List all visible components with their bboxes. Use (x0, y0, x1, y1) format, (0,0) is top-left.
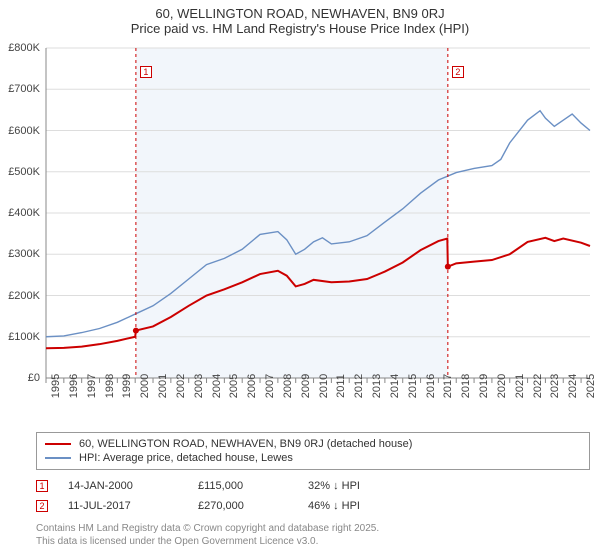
sale-row-marker: 2 (36, 500, 48, 512)
xtick-label: 2004 (211, 374, 223, 398)
chart-container: 60, WELLINGTON ROAD, NEWHAVEN, BN9 0RJ P… (0, 0, 600, 560)
xtick-label: 2019 (478, 374, 490, 398)
xtick-label: 2005 (228, 374, 240, 398)
xtick-label: 2025 (585, 374, 597, 398)
sale-rows: 1 14-JAN-2000 £115,000 32% ↓ HPI 2 11-JUL-201… (36, 476, 590, 516)
footer-line2: This data is licensed under the Open Gov… (36, 535, 590, 548)
xtick-label: 2017 (442, 374, 454, 398)
xtick-label: 2001 (157, 374, 169, 398)
sale-row: 2 11-JUL-2017 £270,000 46% ↓ HPI (36, 496, 590, 516)
ytick-label: £400K (0, 207, 40, 219)
xtick-label: 2021 (514, 374, 526, 398)
sale-marker-1: 1 (140, 66, 152, 78)
sale-date: 11-JUL-2017 (68, 500, 178, 512)
xtick-label: 2022 (532, 374, 544, 398)
legend-row: HPI: Average price, detached house, Lewe… (45, 451, 581, 465)
title-line2: Price paid vs. HM Land Registry's House … (0, 21, 600, 36)
xtick-label: 2009 (300, 374, 312, 398)
legend-row: 60, WELLINGTON ROAD, NEWHAVEN, BN9 0RJ (… (45, 437, 581, 451)
xtick-label: 2003 (193, 374, 205, 398)
legend-label: HPI: Average price, detached house, Lewe… (79, 452, 293, 464)
xtick-label: 1998 (104, 374, 116, 398)
xtick-label: 2000 (139, 374, 151, 398)
sale-pct: 32% ↓ HPI (308, 480, 418, 492)
xtick-label: 2018 (460, 374, 472, 398)
xtick-label: 2023 (549, 374, 561, 398)
footer-text: Contains HM Land Registry data © Crown c… (36, 522, 590, 548)
sale-marker-2: 2 (452, 66, 464, 78)
xtick-label: 2016 (425, 374, 437, 398)
chart-area: £0 £100K £200K £300K £400K £500K £600K £700K £80… (0, 38, 600, 428)
legend-swatch (45, 443, 71, 445)
xtick-label: 2015 (407, 374, 419, 398)
sale-price: £270,000 (198, 500, 288, 512)
xtick-label: 1995 (50, 374, 62, 398)
xtick-label: 2010 (318, 374, 330, 398)
title-line1: 60, WELLINGTON ROAD, NEWHAVEN, BN9 0RJ (0, 6, 600, 21)
xtick-label: 2024 (567, 374, 579, 398)
footer-line1: Contains HM Land Registry data © Crown c… (36, 522, 590, 535)
ytick-label: £200K (0, 290, 40, 302)
xtick-label: 2014 (389, 374, 401, 398)
legend-swatch (45, 457, 71, 458)
legend-label: 60, WELLINGTON ROAD, NEWHAVEN, BN9 0RJ (… (79, 438, 412, 450)
xtick-label: 2011 (335, 374, 347, 398)
xtick-label: 2020 (496, 374, 508, 398)
sale-date: 14-JAN-2000 (68, 480, 178, 492)
sale-price: £115,000 (198, 480, 288, 492)
ytick-label: £500K (0, 166, 40, 178)
xtick-label: 1999 (121, 374, 133, 398)
xtick-label: 2012 (353, 374, 365, 398)
ytick-label: £100K (0, 331, 40, 343)
sale-row: 1 14-JAN-2000 £115,000 32% ↓ HPI (36, 476, 590, 496)
sale-pct: 46% ↓ HPI (308, 500, 418, 512)
sale-row-marker: 1 (36, 480, 48, 492)
ytick-label: £700K (0, 83, 40, 95)
legend-box: 60, WELLINGTON ROAD, NEWHAVEN, BN9 0RJ (… (36, 432, 590, 470)
ytick-label: £0 (0, 372, 40, 384)
ytick-label: £600K (0, 125, 40, 137)
chart-svg (0, 38, 600, 428)
xtick-label: 1996 (68, 374, 80, 398)
xtick-label: 1997 (86, 374, 98, 398)
xtick-label: 2002 (175, 374, 187, 398)
ytick-label: £800K (0, 42, 40, 54)
xtick-label: 2013 (371, 374, 383, 398)
xtick-label: 2006 (246, 374, 258, 398)
title-block: 60, WELLINGTON ROAD, NEWHAVEN, BN9 0RJ P… (0, 0, 600, 38)
xtick-label: 2008 (282, 374, 294, 398)
ytick-label: £300K (0, 248, 40, 260)
xtick-label: 2007 (264, 374, 276, 398)
